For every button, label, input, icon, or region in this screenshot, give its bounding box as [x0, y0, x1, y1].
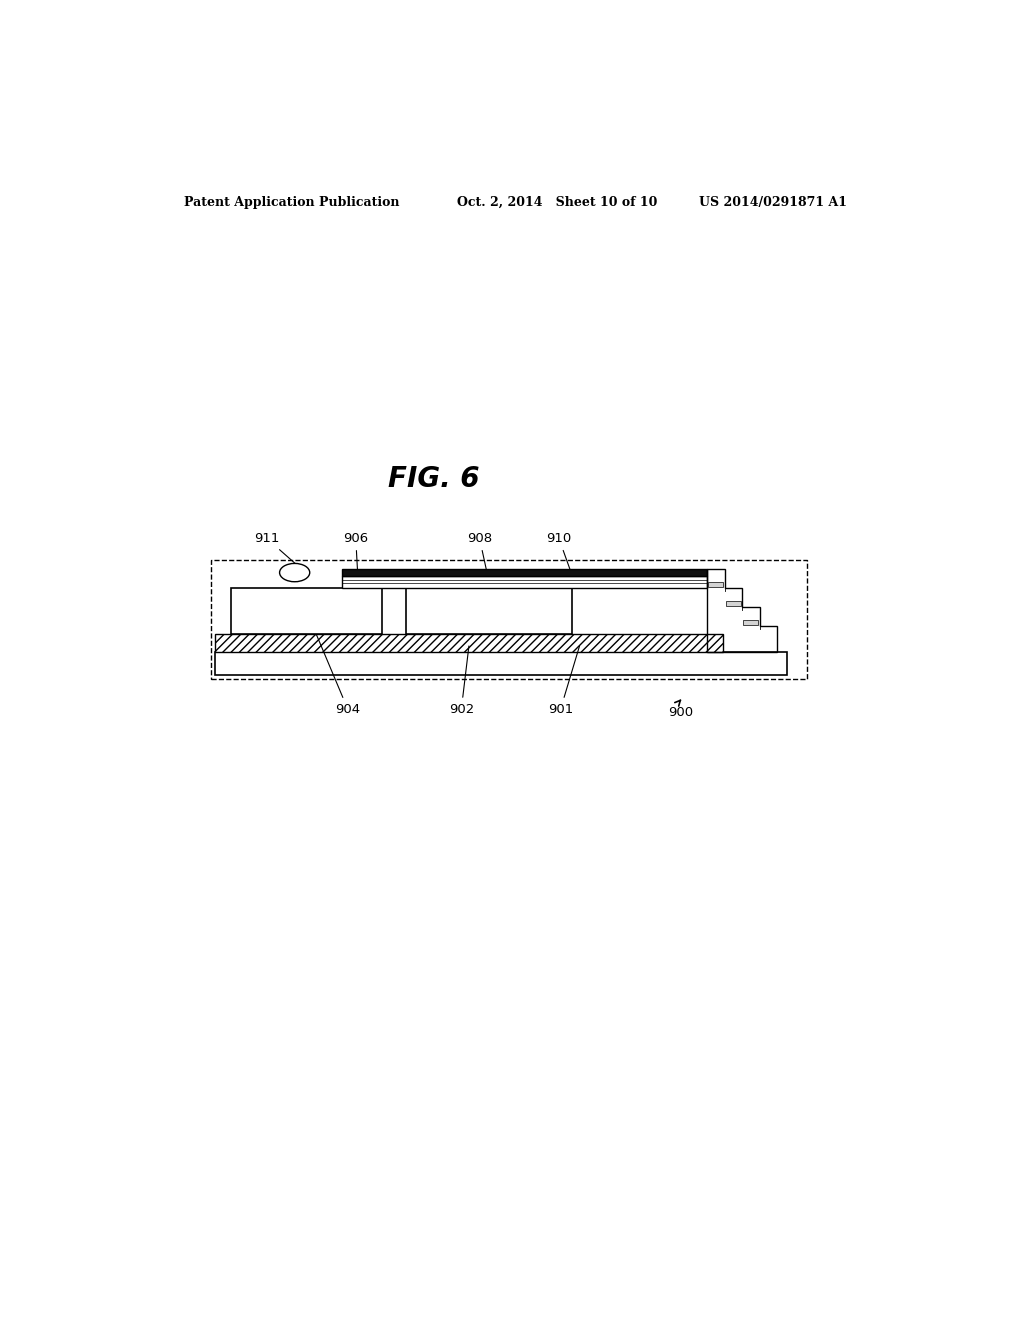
Bar [406, 589, 572, 634]
Text: Oct. 2, 2014   Sheet 10 of 10: Oct. 2, 2014 Sheet 10 of 10 [458, 195, 657, 209]
Text: US 2014/0291871 A1: US 2014/0291871 A1 [699, 195, 848, 209]
Text: FIG. 6: FIG. 6 [388, 465, 479, 492]
Text: Patent Application Publication: Patent Application Publication [183, 195, 399, 209]
Bar [709, 582, 723, 587]
Ellipse shape [280, 564, 309, 582]
Bar [231, 589, 382, 634]
Bar [342, 569, 708, 576]
Bar [215, 634, 723, 652]
Text: 910: 910 [546, 532, 571, 573]
Text: 908: 908 [467, 532, 493, 579]
Bar [342, 576, 708, 589]
Bar [211, 560, 807, 678]
Text: 904: 904 [307, 614, 360, 715]
Text: 911: 911 [254, 532, 297, 565]
Text: 902: 902 [449, 645, 474, 715]
Text: 900: 900 [668, 700, 693, 719]
Bar [726, 602, 740, 606]
Text: 901: 901 [548, 645, 580, 715]
Bar [215, 652, 786, 675]
Text: 906: 906 [343, 532, 369, 579]
Bar [743, 620, 758, 626]
